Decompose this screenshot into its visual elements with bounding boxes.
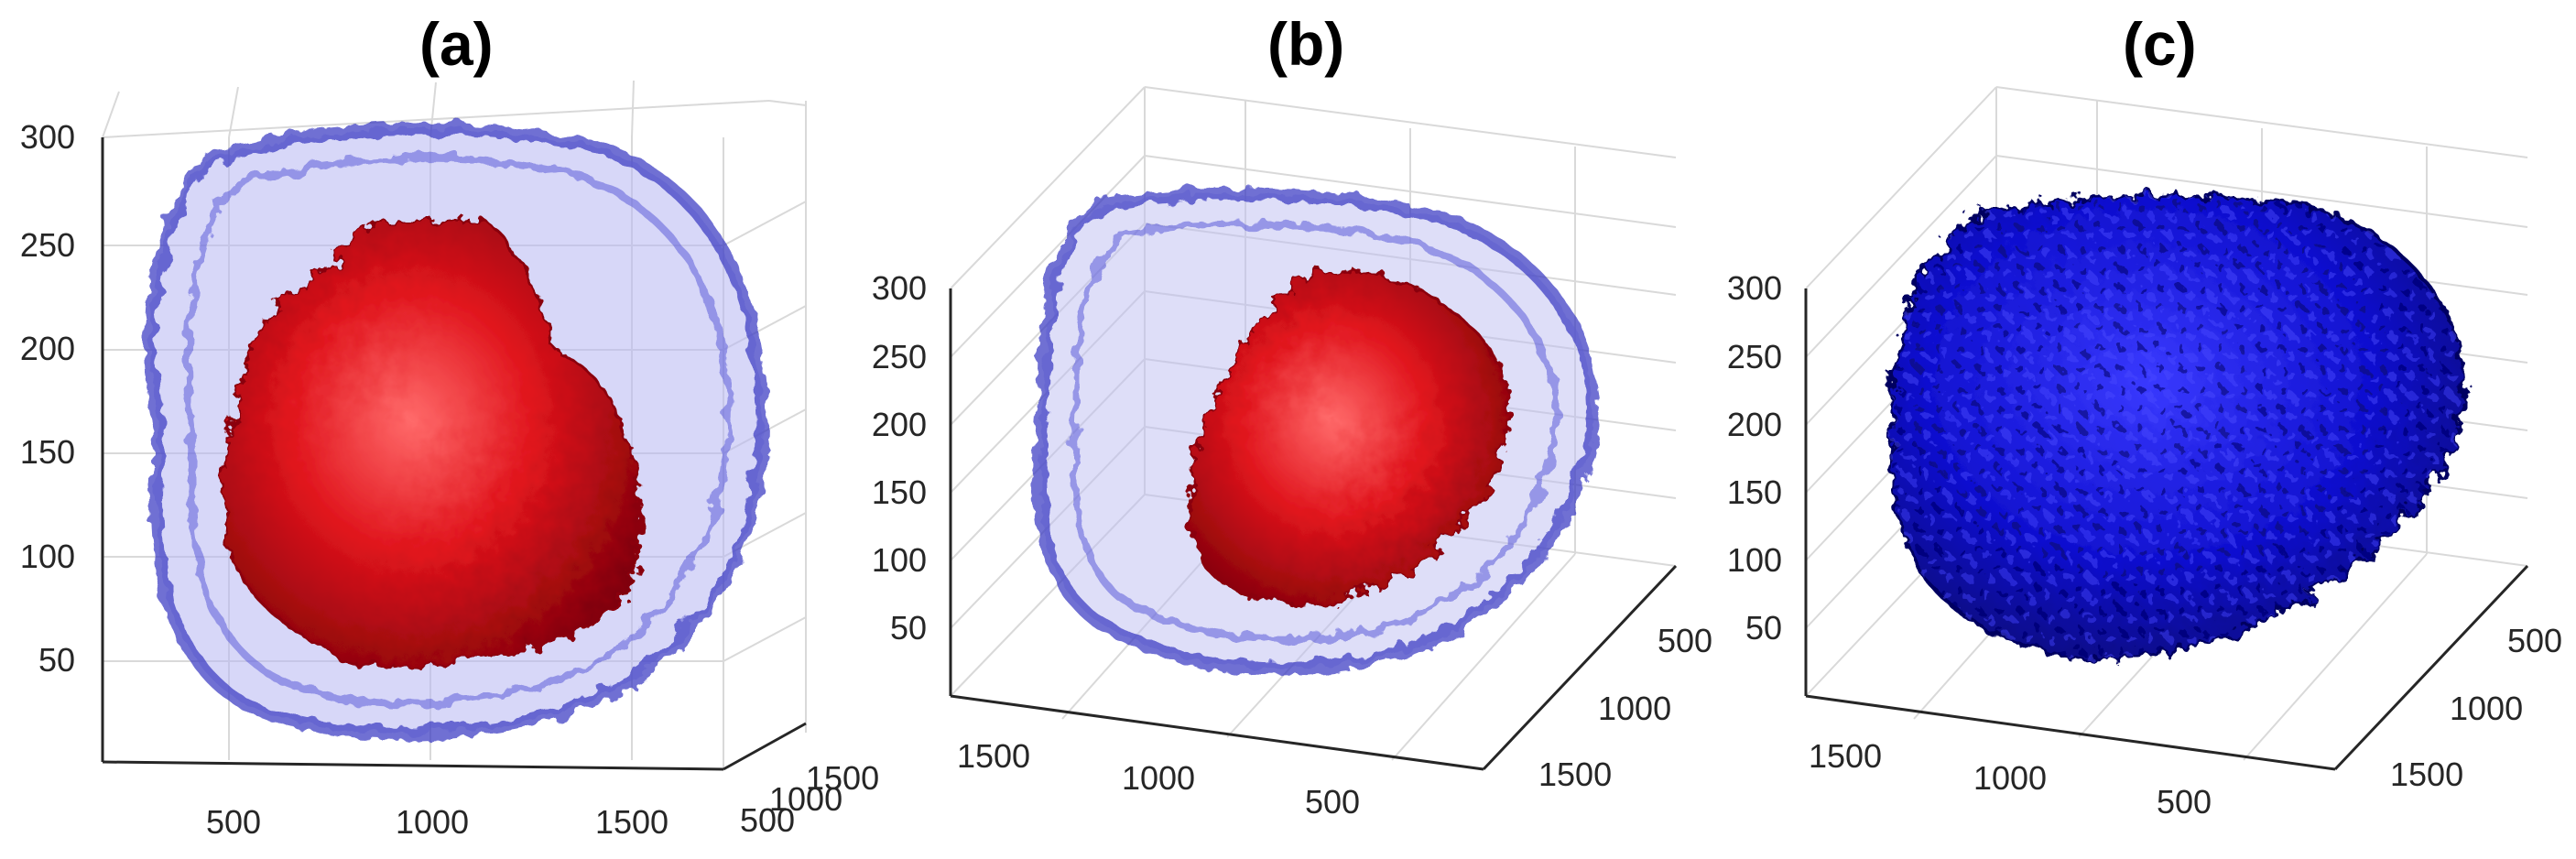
tick-label: 1000 — [1122, 759, 1195, 797]
panel-a-x-ticks: 500 1000 1500 — [206, 803, 668, 841]
tick-label: 1500 — [595, 803, 668, 841]
tick-label: 300 — [872, 269, 927, 307]
tick-label: 200 — [1727, 406, 1782, 443]
tick-label: 100 — [20, 538, 75, 575]
panel-b-inner-body — [1188, 269, 1511, 606]
tick-label: 1000 — [396, 803, 469, 841]
tick-label: 50 — [1745, 609, 1782, 647]
tick-label: 500 — [1305, 783, 1360, 821]
tick-label: 50 — [38, 641, 75, 679]
tick-label: 300 — [20, 118, 75, 156]
panel-c-axes — [1804, 288, 2529, 771]
tick-label: 500 — [1658, 622, 1712, 659]
panel-c: 300 250 200 150 100 50 1500 1000 500 500… — [1727, 86, 2562, 821]
panel-b-label: (b) — [1267, 10, 1345, 78]
tick-label: 1500 — [806, 759, 879, 797]
panel-c-z-ticks: 300 250 200 150 100 50 — [1727, 269, 1782, 647]
panel-c-solid-body — [1888, 193, 2467, 662]
tick-label: 150 — [872, 473, 927, 511]
tick-label: 1000 — [2450, 690, 2523, 727]
tick-label: 250 — [20, 226, 75, 264]
tick-label: 300 — [1727, 269, 1782, 307]
tick-label: 200 — [20, 330, 75, 367]
panel-b: 300 250 200 150 100 50 1500 1000 500 500… — [872, 86, 1712, 821]
tick-label: 100 — [872, 541, 927, 579]
tick-label: 100 — [1727, 541, 1782, 579]
panel-a-label: (a) — [419, 10, 494, 78]
panel-c-label: (c) — [2123, 10, 2197, 78]
panel-a-y-ticks: 500 1000 1500 — [740, 759, 879, 839]
tick-label: 500 — [2507, 622, 2562, 659]
tick-label: 500 — [740, 801, 795, 839]
tick-label: 1500 — [957, 737, 1030, 775]
tick-label: 500 — [2157, 783, 2212, 821]
tick-label: 150 — [20, 433, 75, 471]
tick-label: 1000 — [769, 780, 842, 818]
panel-b-y-ticks: 500 1000 1500 — [1538, 622, 1712, 793]
tick-label: 1500 — [1538, 756, 1612, 793]
panel-b-x-ticks: 1500 1000 500 — [957, 737, 1360, 821]
panel-a-axes — [101, 137, 807, 771]
panel-c-x-ticks: 1500 1000 500 — [1809, 737, 2212, 821]
panel-a-z-ticks: 300 250 200 150 100 50 — [20, 118, 75, 679]
tick-label: 1500 — [1809, 737, 1882, 775]
panel-c-y-ticks: 500 1000 1500 — [2390, 622, 2562, 793]
tick-label: 1500 — [2390, 756, 2463, 793]
panel-b-axes — [949, 288, 1678, 771]
tick-label: 1000 — [1598, 690, 1671, 727]
panel-a-inner-body — [222, 218, 643, 669]
tick-label: 250 — [1727, 338, 1782, 375]
tick-label: 500 — [206, 803, 261, 841]
tick-label: 200 — [872, 406, 927, 443]
tick-label: 150 — [1727, 473, 1782, 511]
tick-label: 1000 — [1973, 759, 2047, 797]
panel-a: 300 250 200 150 100 50 500 1000 1500 500… — [20, 80, 879, 841]
tick-label: 250 — [872, 338, 927, 375]
panel-b-z-ticks: 300 250 200 150 100 50 — [872, 269, 927, 647]
tick-label: 50 — [890, 609, 927, 647]
